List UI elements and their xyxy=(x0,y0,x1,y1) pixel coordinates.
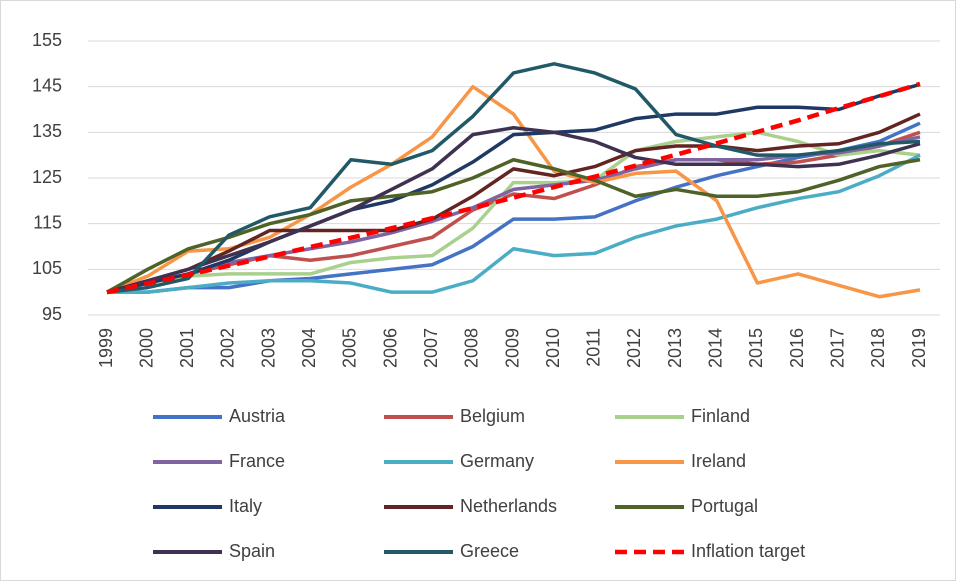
x-tick-label: 2007 xyxy=(421,328,441,368)
series-line xyxy=(107,121,921,294)
y-tick-label: 95 xyxy=(42,304,62,324)
x-tick-label: 2000 xyxy=(136,328,156,368)
legend-label: Netherlands xyxy=(460,496,557,516)
legend-label: Ireland xyxy=(691,451,746,471)
series-line xyxy=(106,82,921,294)
series-line xyxy=(106,126,921,294)
x-tick-label: 2013 xyxy=(665,328,685,368)
x-tick-label: 2011 xyxy=(584,328,604,367)
x-tick-label: 2006 xyxy=(380,328,400,368)
x-tick-label: 2019 xyxy=(909,328,929,368)
x-tick-label: 2018 xyxy=(868,328,888,368)
x-tick-label: 2005 xyxy=(340,328,360,368)
legend-label: France xyxy=(229,451,285,471)
y-tick-label: 115 xyxy=(33,212,62,232)
x-tick-label: 2017 xyxy=(827,328,847,368)
x-tick-label: 1999 xyxy=(96,328,116,368)
legend-label: Inflation target xyxy=(691,541,805,561)
x-tick-label: 2016 xyxy=(787,328,807,368)
x-tick-label: 2010 xyxy=(543,328,563,368)
x-tick-label: 2002 xyxy=(218,328,238,368)
x-tick-label: 2015 xyxy=(746,328,766,368)
legend-label: Finland xyxy=(691,406,750,426)
x-tick-label: 2012 xyxy=(624,328,644,368)
legend-label: Portugal xyxy=(691,496,758,516)
y-tick-label: 105 xyxy=(32,258,62,278)
series-line xyxy=(107,153,921,294)
y-tick-label: 145 xyxy=(32,75,62,95)
series-line xyxy=(106,157,921,294)
legend-label: Italy xyxy=(229,496,262,516)
series-line xyxy=(106,130,921,294)
x-tick-label: 2009 xyxy=(502,328,522,368)
x-tick-label: 2004 xyxy=(299,328,319,368)
series-line xyxy=(106,62,921,294)
y-tick-label: 135 xyxy=(32,121,62,141)
x-tick-label: 2003 xyxy=(258,328,278,368)
series-line xyxy=(106,81,921,295)
legend-label: Spain xyxy=(229,541,275,561)
y-tick-label: 125 xyxy=(32,167,62,187)
x-tick-label: 2008 xyxy=(462,328,482,368)
legend-label: Greece xyxy=(460,541,519,561)
legend-label: Austria xyxy=(229,406,286,426)
x-tick-label: 2014 xyxy=(706,328,726,368)
legend-label: Belgium xyxy=(460,406,525,426)
legend-label: Germany xyxy=(460,451,534,471)
y-tick-label: 155 xyxy=(32,30,62,50)
x-tick-label: 2001 xyxy=(177,328,197,368)
series-line xyxy=(106,112,921,294)
